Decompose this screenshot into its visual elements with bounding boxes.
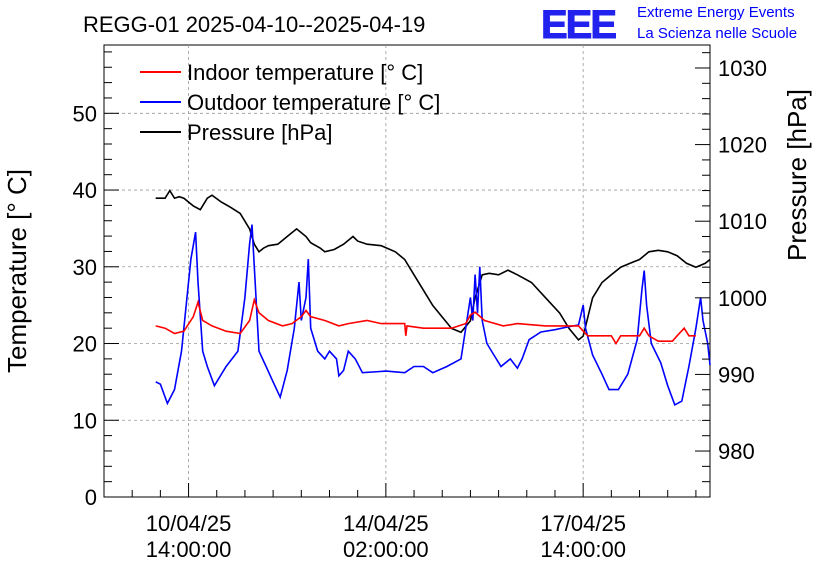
legend-label-indoor: Indoor temperature [° C]	[187, 60, 423, 85]
y-tick-label: 20	[73, 332, 97, 357]
legend: Indoor temperature [° C] Outdoor tempera…	[140, 60, 440, 145]
legend-label-pressure: Pressure [hPa]	[187, 120, 333, 145]
x-tick-date: 14/04/25	[343, 511, 429, 536]
logo-line-2: La Scienza nelle Scuole	[637, 25, 797, 42]
legend-label-outdoor: Outdoor temperature [° C]	[187, 90, 440, 115]
y-tick-label: 0	[85, 485, 97, 510]
pressure-line	[155, 189, 711, 342]
chart-title: REGG-01 2025-04-10--2025-04-19	[83, 12, 425, 37]
y-axis-title: Temperature [° C]	[2, 169, 32, 373]
y-tick-label: 50	[73, 101, 97, 126]
x-tick-time: 02:00:00	[343, 537, 429, 562]
eee-logo-mark: EEE	[541, 3, 616, 47]
tick-layer: 01020304050980990100010101020103010/04/2…	[73, 51, 767, 562]
y2-axis-title: Pressure [hPa]	[782, 89, 812, 261]
y2-tick-label: 1000	[718, 286, 767, 311]
series-layer	[155, 189, 711, 407]
logo-line-1: Extreme Energy Events	[637, 4, 795, 21]
x-tick-time: 14:00:00	[540, 537, 626, 562]
y2-tick-label: 1020	[718, 133, 767, 158]
x-tick-date: 10/04/25	[146, 511, 232, 536]
plot-frame	[103, 44, 711, 498]
y2-tick-label: 990	[718, 362, 755, 387]
eee-logo: EEE Extreme Energy Events La Scienza nel…	[541, 3, 798, 48]
y-tick-label: 40	[73, 178, 97, 203]
y-tick-label: 10	[73, 408, 97, 433]
y2-tick-label: 1010	[718, 209, 767, 234]
outdoor-temperature-line	[155, 224, 711, 407]
indoor-temperature-line	[155, 296, 696, 346]
y2-tick-label: 980	[718, 439, 755, 464]
x-tick-date: 17/04/25	[540, 511, 626, 536]
x-tick-time: 14:00:00	[146, 537, 232, 562]
gridlines	[104, 45, 710, 497]
y2-tick-label: 1030	[718, 56, 767, 81]
y-tick-label: 30	[73, 255, 97, 280]
